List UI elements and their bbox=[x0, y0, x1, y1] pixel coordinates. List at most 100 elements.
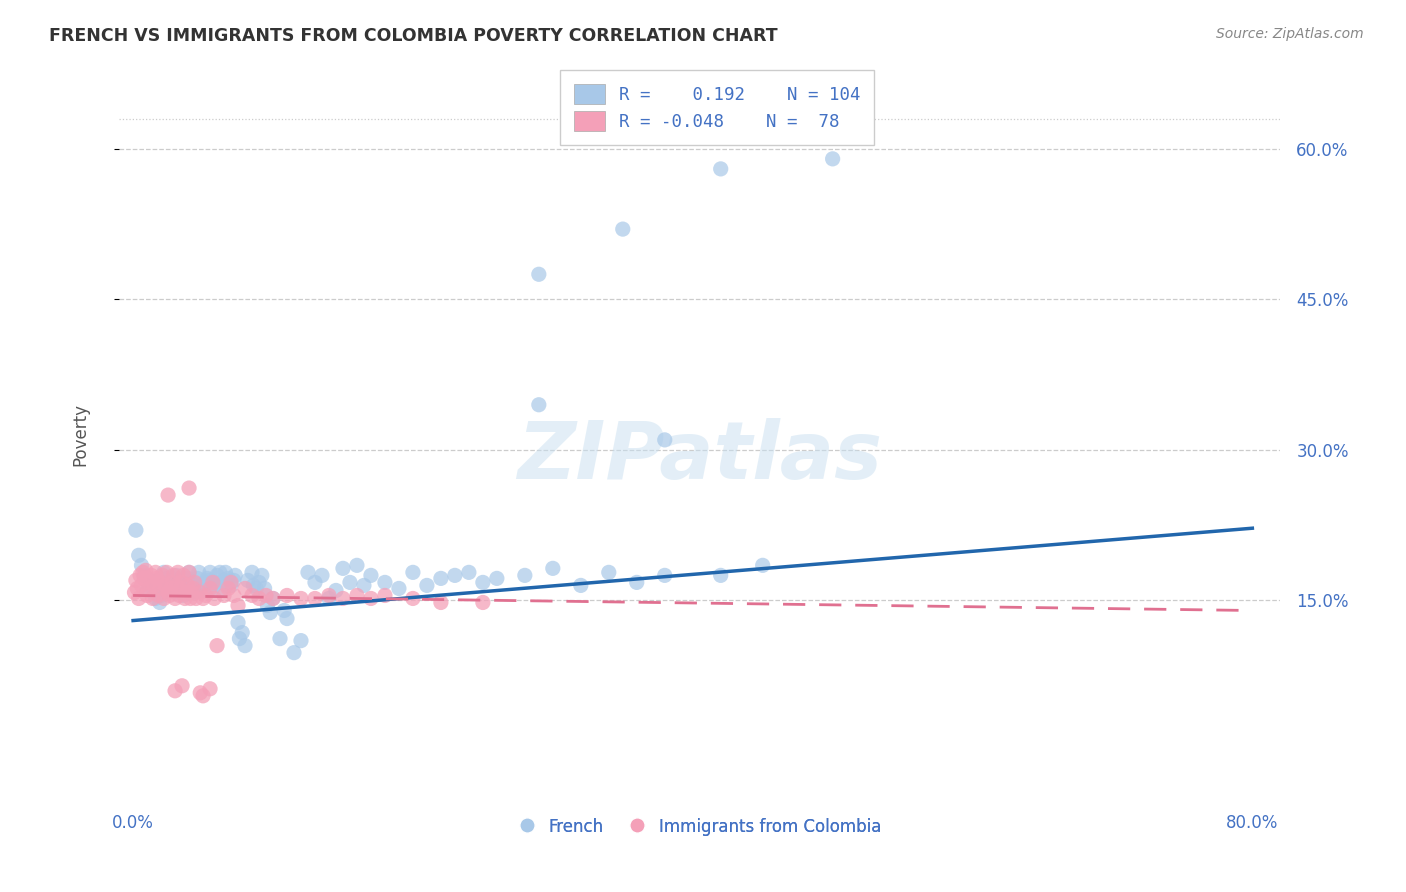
Point bbox=[242, 578, 264, 592]
Point bbox=[138, 582, 160, 596]
Point bbox=[167, 574, 190, 588]
Point bbox=[156, 571, 179, 585]
Point bbox=[262, 591, 284, 606]
Point bbox=[134, 568, 156, 582]
Point bbox=[194, 575, 217, 590]
Point bbox=[155, 582, 177, 596]
Point bbox=[174, 585, 197, 599]
Point bbox=[190, 583, 212, 598]
Point bbox=[360, 591, 382, 606]
Point bbox=[162, 571, 184, 585]
Point bbox=[821, 152, 844, 166]
Point bbox=[170, 575, 193, 590]
Point bbox=[201, 575, 224, 590]
Point bbox=[626, 575, 648, 590]
Point bbox=[169, 582, 191, 596]
Point bbox=[142, 578, 165, 592]
Point bbox=[181, 582, 204, 596]
Point bbox=[304, 591, 326, 606]
Point bbox=[751, 558, 773, 573]
Point bbox=[208, 566, 231, 580]
Point bbox=[198, 566, 221, 580]
Point bbox=[198, 681, 221, 696]
Point bbox=[247, 591, 270, 606]
Point bbox=[153, 566, 176, 580]
Point bbox=[188, 578, 211, 592]
Point bbox=[183, 575, 205, 590]
Point bbox=[200, 578, 222, 592]
Point bbox=[283, 646, 305, 660]
Point bbox=[654, 433, 676, 447]
Point bbox=[202, 591, 225, 606]
Point bbox=[143, 578, 166, 592]
Point bbox=[139, 574, 162, 588]
Point bbox=[353, 578, 375, 592]
Point bbox=[179, 582, 201, 596]
Point bbox=[127, 582, 149, 596]
Point bbox=[149, 582, 172, 596]
Point bbox=[159, 583, 181, 598]
Point bbox=[471, 575, 494, 590]
Point bbox=[569, 578, 592, 592]
Point bbox=[273, 603, 295, 617]
Point bbox=[191, 591, 214, 606]
Point bbox=[139, 575, 162, 590]
Point bbox=[402, 566, 425, 580]
Point bbox=[176, 571, 198, 585]
Point bbox=[134, 571, 156, 585]
Point bbox=[654, 568, 676, 582]
Point bbox=[170, 679, 193, 693]
Point bbox=[290, 591, 312, 606]
Point bbox=[215, 578, 238, 592]
Point bbox=[202, 575, 225, 590]
Point bbox=[209, 575, 232, 590]
Point bbox=[124, 585, 146, 599]
Point bbox=[177, 566, 200, 580]
Point bbox=[131, 558, 153, 573]
Point bbox=[276, 611, 298, 625]
Point bbox=[194, 589, 217, 603]
Point bbox=[148, 574, 170, 588]
Point bbox=[165, 683, 187, 698]
Legend: French, Immigrants from Colombia: French, Immigrants from Colombia bbox=[510, 810, 890, 844]
Point bbox=[157, 488, 180, 502]
Point bbox=[176, 578, 198, 592]
Point bbox=[226, 615, 249, 630]
Point bbox=[430, 595, 453, 609]
Point bbox=[254, 589, 277, 603]
Point bbox=[198, 582, 221, 596]
Point bbox=[297, 566, 319, 580]
Point bbox=[186, 571, 208, 585]
Point bbox=[402, 591, 425, 606]
Point bbox=[167, 566, 190, 580]
Point bbox=[250, 568, 273, 582]
Point bbox=[214, 566, 236, 580]
Point bbox=[184, 591, 207, 606]
Point bbox=[217, 582, 239, 596]
Point bbox=[710, 161, 733, 176]
Point bbox=[166, 578, 188, 592]
Point bbox=[710, 568, 733, 582]
Point bbox=[318, 591, 340, 606]
Point bbox=[146, 582, 169, 596]
Point bbox=[125, 523, 148, 537]
Point bbox=[304, 575, 326, 590]
Point bbox=[318, 589, 340, 603]
Point bbox=[166, 568, 188, 582]
Point bbox=[233, 582, 256, 596]
Text: ZIPatlas: ZIPatlas bbox=[517, 417, 882, 496]
Point bbox=[167, 578, 190, 592]
Point bbox=[612, 222, 634, 236]
Point bbox=[240, 566, 263, 580]
Point bbox=[224, 568, 246, 582]
Point bbox=[128, 591, 150, 606]
Point bbox=[245, 582, 267, 596]
Text: Source: ZipAtlas.com: Source: ZipAtlas.com bbox=[1216, 27, 1364, 41]
Point bbox=[253, 582, 276, 596]
Point bbox=[177, 481, 200, 495]
Point bbox=[247, 575, 270, 590]
Point bbox=[444, 568, 467, 582]
Point bbox=[169, 575, 191, 590]
Point bbox=[416, 578, 439, 592]
Point bbox=[181, 578, 204, 592]
